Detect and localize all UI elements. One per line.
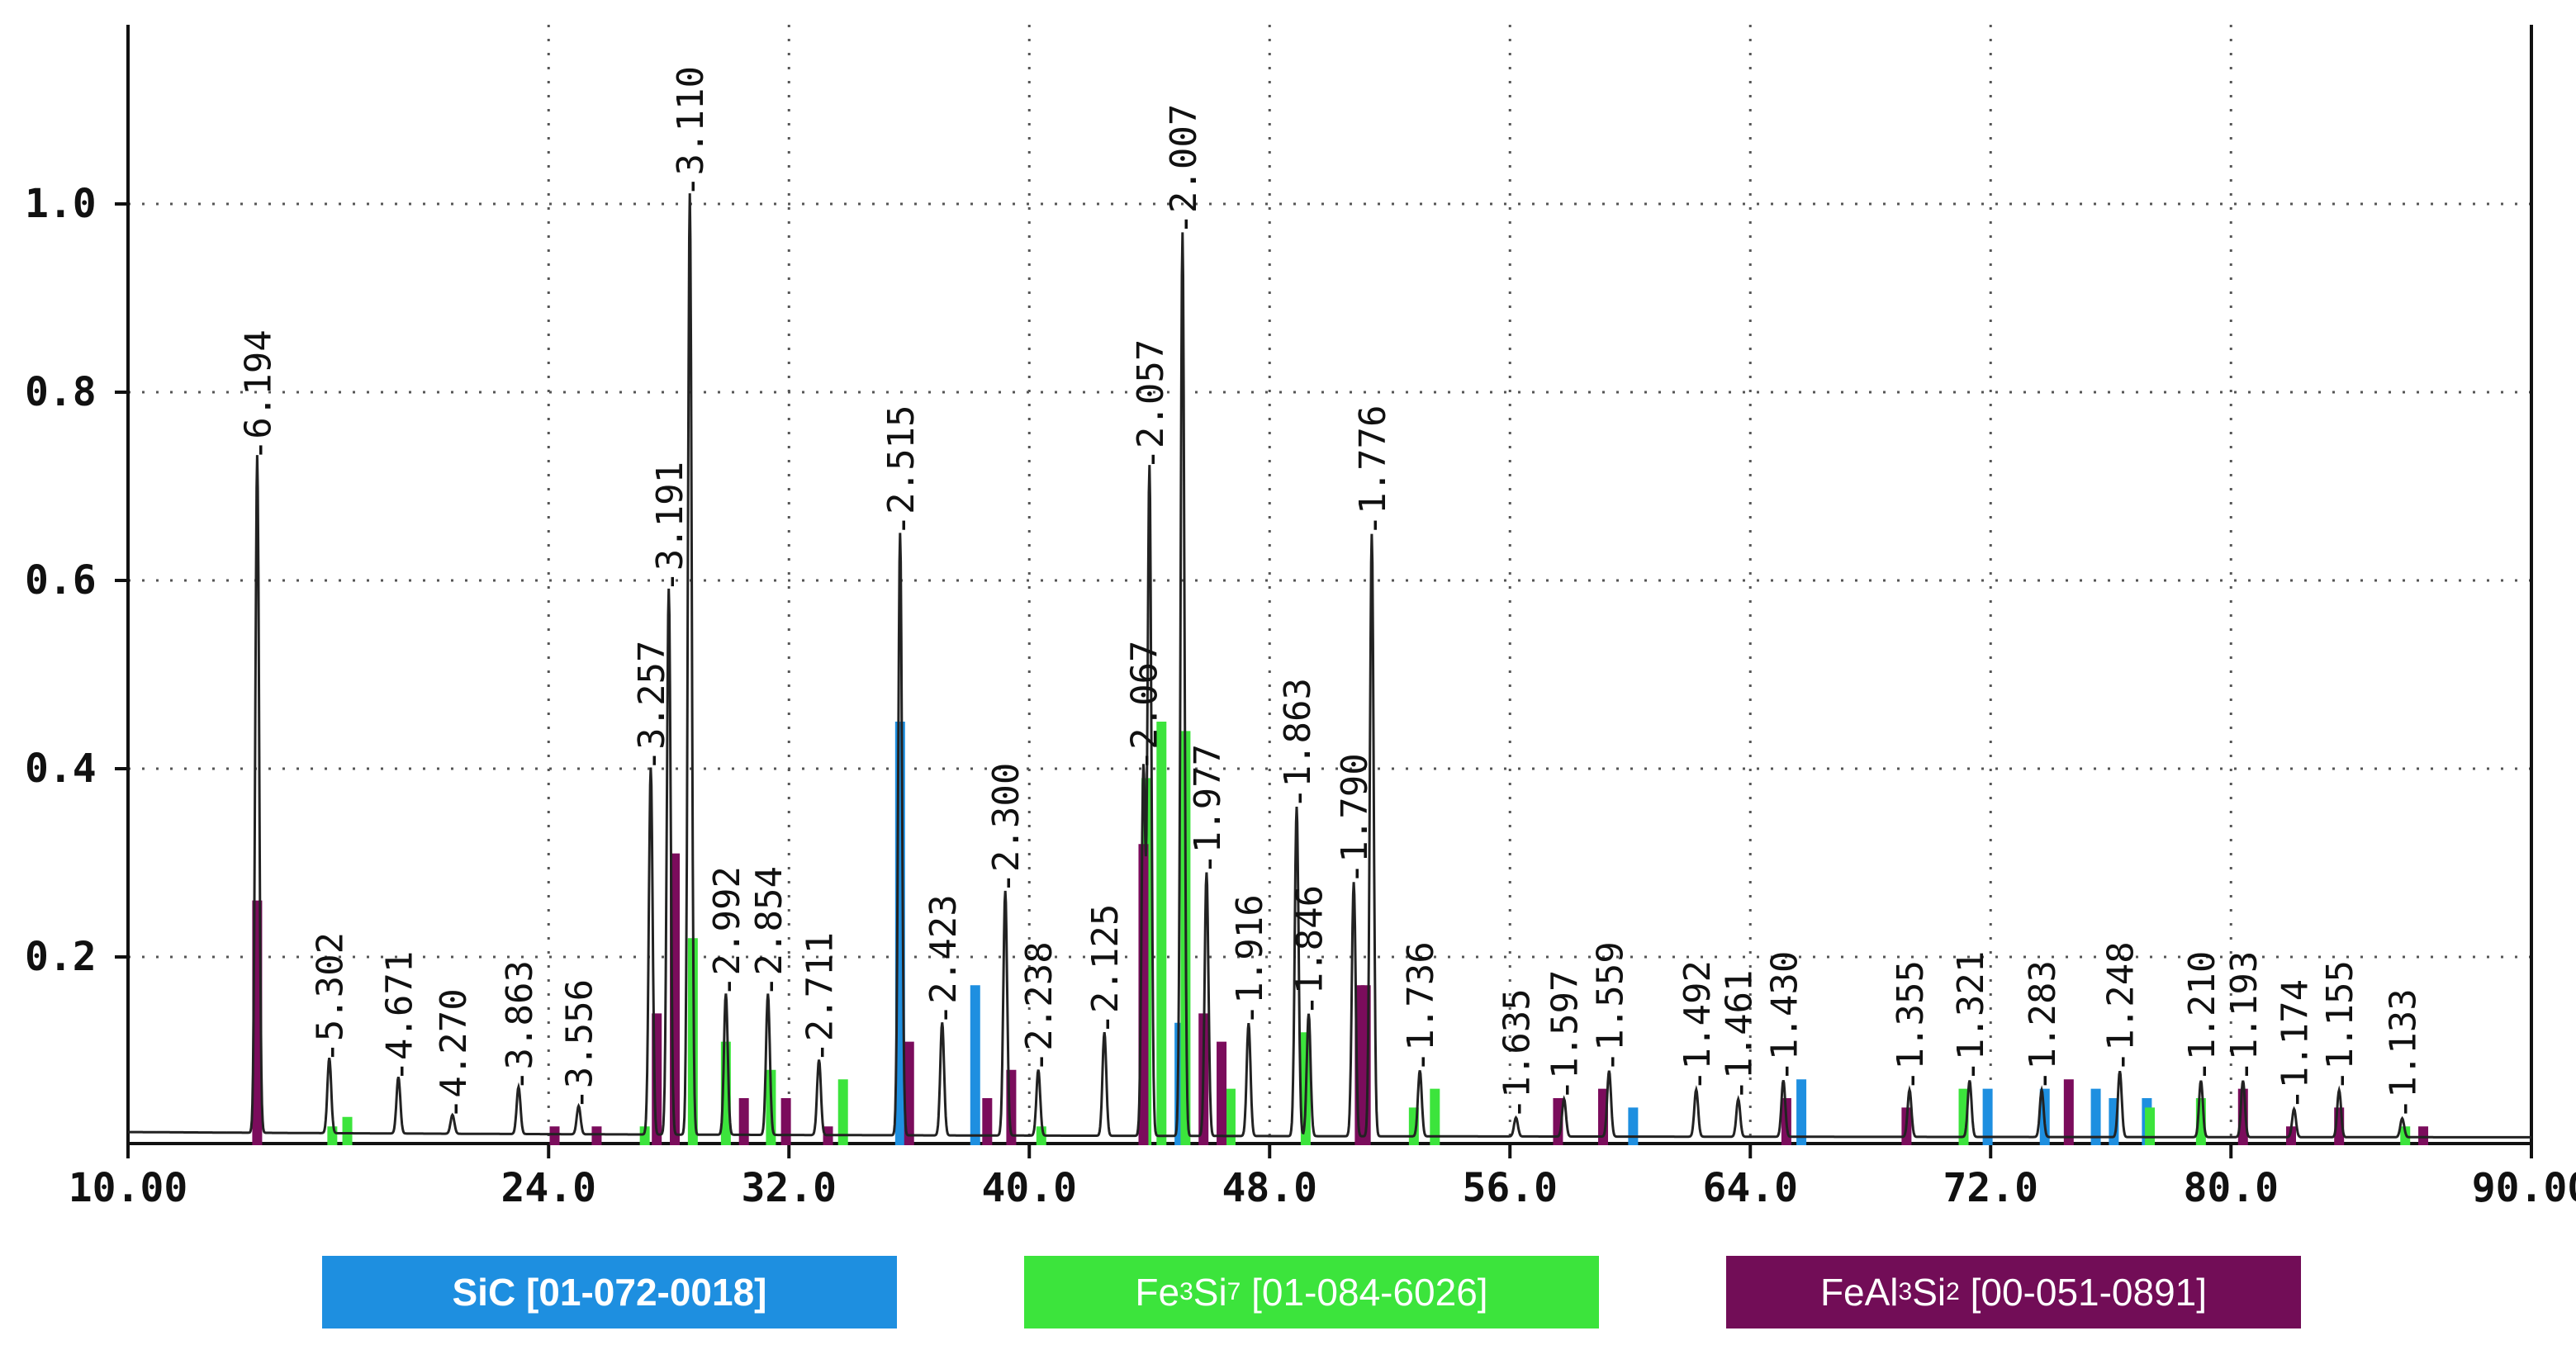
x-tick-label: 56.0 xyxy=(1462,1165,1558,1211)
legend-sic: SiC [01-072-0018] xyxy=(322,1256,897,1328)
peak-label: -3.191 xyxy=(649,462,691,593)
tick-labels: 10.00 24.0 32.0 40.0 48.0 56.0 64.0 72.0 80.0 90.… xyxy=(25,181,2576,1211)
peak-label: -1.283 xyxy=(2022,960,2064,1092)
x-tick-label: 10.00 xyxy=(69,1165,188,1211)
peak-label: -2.711 xyxy=(799,932,842,1063)
peak-label: -1.776 xyxy=(1352,405,1394,536)
legend-fe3si7-d: 7 xyxy=(1226,1278,1241,1305)
legend-fe3si7-ref: [01-084-6026] xyxy=(1251,1271,1488,1314)
legend-feal3si2-b: 3 xyxy=(1898,1278,1913,1305)
peak-label: -2.057 xyxy=(1130,339,1172,471)
diffraction-pattern xyxy=(128,193,2531,1139)
legend-sic-ref: [01-072-0018] xyxy=(525,1271,767,1314)
peak-label: -1.846 xyxy=(1289,885,1331,1016)
peak-label: -2.238 xyxy=(1018,941,1060,1073)
legend-feal3si2-ref: [00-051-0891] xyxy=(1970,1271,2208,1314)
legend-fe3si7-c: Si xyxy=(1193,1271,1227,1314)
x-tick-label: 64.0 xyxy=(1702,1165,1798,1211)
peak-label: -3.863 xyxy=(499,960,541,1092)
peak-label: -5.302 xyxy=(310,932,352,1063)
y-tick-label: 0.8 xyxy=(25,369,97,415)
legend-fe3si7-b: 3 xyxy=(1179,1278,1193,1305)
peak-label: -2.423 xyxy=(923,894,965,1025)
y-tick-label: 0.6 xyxy=(25,557,97,604)
legend-fe3si7: Fe 3 Si 7 [01-084-6026] xyxy=(1024,1256,1599,1328)
peak-label: -3.110 xyxy=(670,66,712,197)
peak-label: -2.125 xyxy=(1084,904,1127,1035)
peak-label: -3.257 xyxy=(631,640,673,771)
peak-label: -1.635 xyxy=(1497,988,1539,1120)
peak-label: -1.461 xyxy=(1719,969,1761,1101)
peak-label: -1.355 xyxy=(1890,960,1932,1092)
peak-label: -2.515 xyxy=(880,405,923,536)
peak-label: -1.133 xyxy=(2383,988,2425,1120)
peak-label: -2.007 xyxy=(1163,104,1205,235)
peak-label: -1.559 xyxy=(1589,941,1631,1073)
peak-label: -1.492 xyxy=(1677,960,1719,1092)
peak-label: -1.863 xyxy=(1277,678,1319,809)
peak-label: -1.597 xyxy=(1544,969,1587,1101)
peak-label: -1.916 xyxy=(1229,894,1271,1025)
peak-label: -1.174 xyxy=(2275,979,2317,1111)
peak-label: -4.671 xyxy=(378,951,420,1082)
peak-label: -2.067 xyxy=(1124,640,1166,771)
axes xyxy=(115,25,2533,1158)
x-tick-label: 72.0 xyxy=(1943,1165,2038,1211)
peak-label: -1.977 xyxy=(1187,744,1229,875)
x-tick-label: 40.0 xyxy=(981,1165,1077,1211)
legend-fe3si7-a: Fe xyxy=(1135,1271,1180,1314)
x-tick-label: 90.00 xyxy=(2472,1165,2576,1211)
peak-labels: -6.194 -5.302 -4.671 -4.270 -3.863 -3.556 -3.2… xyxy=(237,66,2424,1120)
peak-label: -3.556 xyxy=(559,979,601,1111)
peak-label: -1.321 xyxy=(1950,951,1992,1082)
peak-label: -1.248 xyxy=(2100,941,2142,1073)
peak-label: -4.270 xyxy=(433,988,475,1120)
x-tick-label: 24.0 xyxy=(500,1165,596,1211)
legend-feal3si2-a: FeAl xyxy=(1819,1271,1899,1314)
peak-label: -2.854 xyxy=(748,866,790,997)
x-tick-label: 48.0 xyxy=(1222,1165,1317,1211)
legend-feal3si2-c: Si xyxy=(1912,1271,1947,1314)
peak-label: -2.992 xyxy=(706,866,748,997)
peak-label: -1.193 xyxy=(2223,951,2265,1082)
pattern-line xyxy=(128,193,2531,1139)
peak-label: -2.300 xyxy=(985,763,1027,894)
peak-label: -1.736 xyxy=(1400,941,1442,1073)
peak-label: -1.210 xyxy=(2181,951,2223,1082)
y-tick-label: 1.0 xyxy=(25,181,97,227)
legend-sic-name: SiC xyxy=(452,1271,516,1314)
y-tick-label: 0.2 xyxy=(25,934,97,980)
peak-label: -1.430 xyxy=(1763,951,1805,1082)
peak-label: -1.790 xyxy=(1334,753,1376,884)
y-tick-label: 0.4 xyxy=(25,746,97,792)
x-tick-label: 80.0 xyxy=(2183,1165,2279,1211)
legend-feal3si2: FeAl 3 Si 2 [00-051-0891] xyxy=(1726,1256,2301,1328)
peak-label: -1.155 xyxy=(2319,960,2361,1092)
peak-label: -6.194 xyxy=(237,329,279,461)
legend-feal3si2-d: 2 xyxy=(1946,1278,1960,1305)
x-tick-label: 32.0 xyxy=(741,1165,837,1211)
